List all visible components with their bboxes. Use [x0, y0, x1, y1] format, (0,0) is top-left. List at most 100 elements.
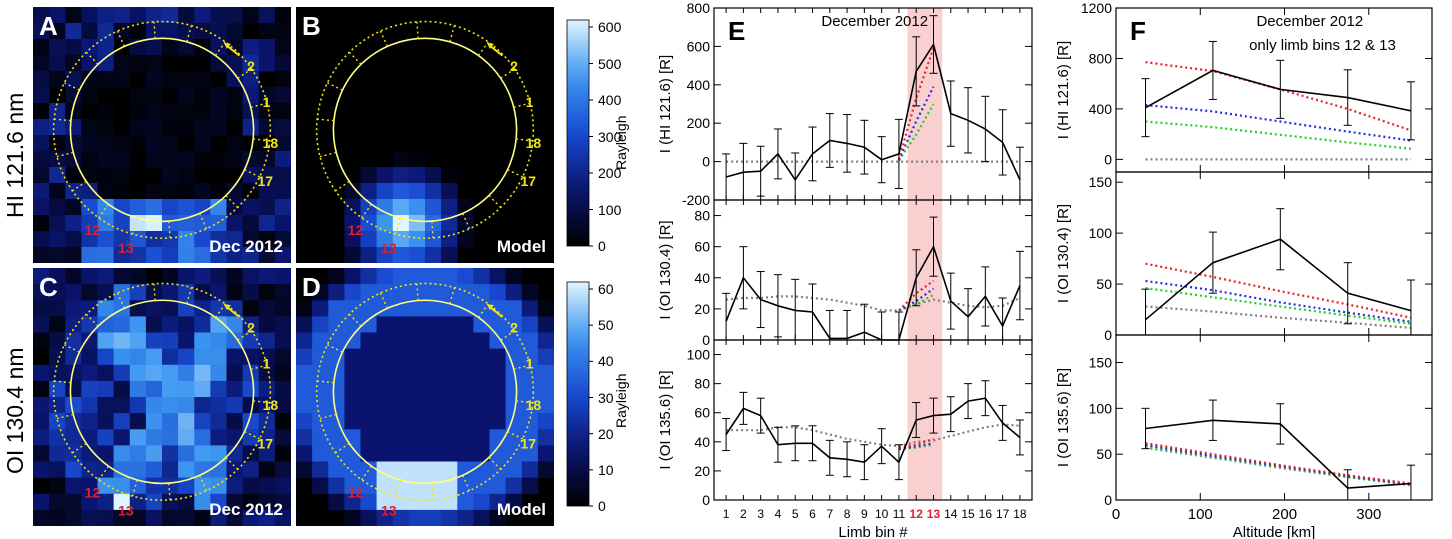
heatmap-cell [65, 199, 82, 216]
heatmap-cell [162, 493, 179, 511]
heatmap-cell [145, 39, 163, 56]
colorbar [566, 281, 590, 507]
heatmap-cell [274, 284, 291, 301]
heatmap-cell [145, 135, 163, 152]
heatmap-cell [392, 231, 410, 248]
panel-b-caption: Model [496, 237, 546, 256]
heatmap-cell [489, 413, 507, 430]
heatmap-cell [328, 477, 345, 495]
heatmap-cell [274, 493, 291, 511]
y-axis-label: I (HI 121.6) [R] [1055, 41, 1072, 139]
bin-label: 1 [263, 356, 271, 372]
heatmap-cell [49, 247, 66, 263]
y-tick-label: 100 [1089, 225, 1113, 241]
heatmap-cell [274, 183, 291, 200]
heatmap-cell [129, 348, 147, 366]
x-tick-label: 16 [979, 507, 993, 521]
heatmap-cell [457, 332, 474, 350]
panel-c-caption: Dec 2012 [209, 500, 283, 519]
model-curve-blue [898, 287, 935, 312]
heatmap-cell [162, 332, 179, 350]
heatmap-cell [441, 348, 458, 366]
heatmap-cell [242, 268, 260, 285]
heatmap-cell [113, 380, 131, 398]
heatmap-cell [162, 167, 179, 184]
heatmap-cell [242, 39, 260, 56]
heatmap-cell [81, 509, 98, 526]
heatmap-cell [376, 413, 394, 430]
heatmap-cell [360, 316, 378, 333]
bin-label: 2 [247, 320, 255, 336]
heatmap-cell [178, 71, 195, 88]
heatmap-cell [129, 199, 147, 216]
heatmap-cell [408, 493, 426, 511]
heatmap-cell [162, 71, 179, 88]
heatmap-cell [33, 380, 50, 398]
heatmap-cell [226, 364, 244, 382]
heatmap-cell [408, 348, 426, 366]
heatmap-cell [113, 300, 131, 317]
heatmap-cell [312, 300, 329, 317]
heatmap-cell [537, 316, 554, 333]
heatmap-cell [113, 413, 131, 430]
heatmap-cell [473, 397, 490, 414]
heatmap-cell [210, 39, 227, 56]
limb-circle [332, 37, 518, 223]
heatmap-cell [274, 348, 291, 366]
heatmap-cell [162, 300, 179, 317]
heatmap-cell [258, 55, 276, 72]
heatmap-cell [408, 268, 426, 285]
heatmap-cell [457, 348, 474, 366]
heatmap-cell [145, 316, 163, 333]
heatmap-cell [226, 247, 244, 263]
heatmap-cell [162, 39, 179, 56]
heatmap-cell [65, 461, 82, 479]
heatmap-cell [376, 231, 394, 248]
heatmap-cell [97, 332, 115, 350]
heatmap-cell [226, 348, 244, 366]
heatmap-cell [344, 445, 361, 462]
heatmap-cell [226, 183, 244, 200]
heatmap-cell [210, 231, 227, 248]
heatmap-cell [194, 231, 211, 248]
heatmap-cell [210, 7, 227, 24]
heatmap-cell [113, 7, 131, 24]
heatmap-cell [65, 151, 82, 168]
heatmap-cell [33, 103, 50, 120]
heatmap-cell [226, 55, 244, 72]
heatmap-cell [274, 364, 291, 382]
heatmap-cell [65, 23, 82, 40]
heatmap-cell [162, 429, 179, 446]
heatmap-cell [33, 429, 50, 446]
heatmap-cell [489, 348, 507, 366]
heatmap-cell [210, 284, 227, 301]
panel-b-image: 2 1 18 17 12 13 B Model [296, 7, 554, 263]
heatmap-cell [425, 429, 442, 446]
heatmap-cell [81, 364, 98, 382]
observed-line [725, 42, 1021, 182]
model-curve-green [897, 103, 935, 162]
heatmap-cell [65, 119, 82, 136]
heatmap-cell [376, 183, 394, 200]
heatmap-cell [489, 461, 507, 479]
heatmap-cell [274, 55, 291, 72]
heatmap-cell [457, 461, 474, 479]
heatmap-cell [145, 397, 163, 414]
heatmap-cell [33, 7, 50, 24]
heatmap-cell [113, 397, 131, 414]
heatmap-cell [194, 429, 211, 446]
heatmap-cell [242, 55, 260, 72]
y-tick-label: 800 [687, 0, 711, 16]
heatmap-cell [33, 215, 50, 232]
heatmap-cell [473, 509, 490, 526]
heatmap-cell [521, 429, 539, 446]
heatmap-cell [425, 332, 442, 350]
bin-label-red: 12 [85, 485, 101, 501]
heatmap-cell [408, 477, 426, 495]
heatmap-cell [113, 461, 131, 479]
heatmap-cell [408, 429, 426, 446]
heatmap-cell [258, 364, 276, 382]
heatmap-cell [162, 509, 179, 526]
heatmap-cell [145, 231, 163, 248]
heatmap-cell [226, 380, 244, 398]
